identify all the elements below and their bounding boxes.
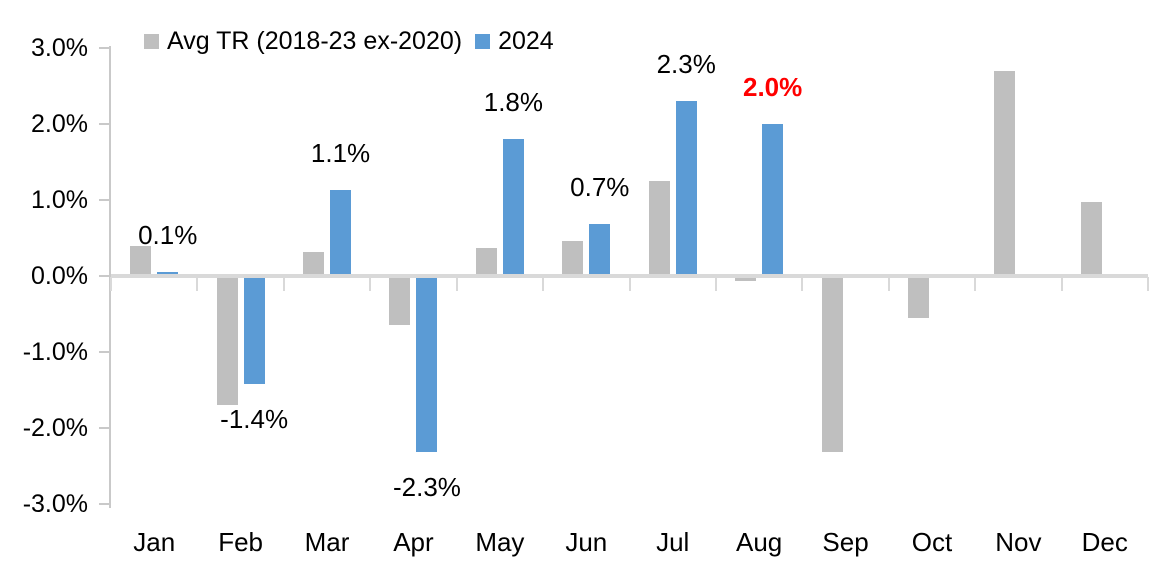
bar-2024-may bbox=[502, 139, 524, 276]
x-axis-tick bbox=[196, 277, 199, 291]
data-label-feb: -1.4% bbox=[220, 403, 289, 434]
legend-label: Avg TR (2018-23 ex-2020) bbox=[167, 27, 463, 55]
data-label-may: 1.8% bbox=[483, 87, 543, 118]
y-axis-label: -3.0% bbox=[22, 490, 88, 518]
bar-avg-tr-2018-23-ex-2020--jul bbox=[648, 181, 670, 276]
y-axis-tick bbox=[99, 503, 111, 505]
x-axis-tick bbox=[455, 277, 458, 291]
bar-2024-jul bbox=[675, 101, 697, 276]
data-label-apr: -2.3% bbox=[392, 472, 461, 503]
data-label-mar: 1.1% bbox=[310, 138, 371, 169]
bar-2024-jun bbox=[589, 224, 611, 276]
x-axis-label-may: May bbox=[475, 527, 525, 557]
legend-swatch-icon bbox=[475, 34, 491, 49]
bar-2024-aug bbox=[762, 124, 784, 276]
x-axis-label-jun: Jun bbox=[565, 527, 608, 557]
x-axis-tick bbox=[542, 277, 545, 291]
data-label-jun: 0.7% bbox=[570, 172, 630, 203]
legend-item-2024: 2024 bbox=[475, 27, 554, 56]
x-axis-tick bbox=[714, 277, 717, 291]
x-axis-line bbox=[111, 274, 1148, 278]
x-axis-label-apr: Apr bbox=[393, 527, 434, 557]
y-axis-tick bbox=[99, 427, 111, 429]
x-axis-tick bbox=[801, 277, 804, 291]
legend-swatch-icon bbox=[144, 34, 159, 49]
x-axis-label-mar: Mar bbox=[304, 527, 350, 557]
x-axis-tick bbox=[974, 277, 977, 291]
data-label-aug: 2.0% bbox=[742, 72, 803, 102]
x-axis-label-aug: Aug bbox=[735, 527, 783, 557]
bar-avg-tr-2018-23-ex-2020--feb bbox=[216, 276, 238, 406]
bar-2024-mar bbox=[330, 190, 352, 276]
bar-avg-tr-2018-23-ex-2020--dec bbox=[1080, 202, 1102, 276]
data-label-jul: 2.3% bbox=[656, 49, 716, 80]
x-axis-label-jul: Jul bbox=[656, 527, 690, 557]
y-axis-label: 2.0% bbox=[31, 110, 88, 138]
x-axis-label-sep: Sep bbox=[822, 527, 869, 557]
bar-avg-tr-2018-23-ex-2020--sep bbox=[821, 276, 843, 453]
y-axis-label: 0.0% bbox=[31, 262, 88, 290]
legend-item-avg-tr: Avg TR (2018-23 ex-2020) bbox=[144, 27, 462, 56]
x-axis-label-jan: Jan bbox=[133, 527, 176, 557]
bar-avg-tr-2018-23-ex-2020--oct bbox=[907, 276, 929, 318]
x-axis-label-dec: Dec bbox=[1081, 527, 1128, 557]
bar-2024-feb bbox=[243, 276, 265, 384]
x-axis-tick bbox=[887, 277, 890, 291]
x-axis-label-feb: Feb bbox=[218, 527, 264, 557]
y-axis-label: 1.0% bbox=[31, 186, 88, 214]
x-axis-tick bbox=[369, 277, 372, 291]
y-axis-tick bbox=[99, 199, 111, 201]
bar-avg-tr-2018-23-ex-2020--may bbox=[475, 247, 497, 276]
bar-avg-tr-2018-23-ex-2020--mar bbox=[303, 251, 325, 276]
x-axis-tick bbox=[110, 277, 112, 291]
bar-avg-tr-2018-23-ex-2020--nov bbox=[994, 70, 1016, 276]
y-axis-tick bbox=[99, 275, 111, 277]
data-label-jan: 0.1% bbox=[138, 220, 198, 251]
y-axis-tick bbox=[99, 351, 111, 353]
x-axis-label-oct: Oct bbox=[911, 527, 953, 557]
bar-avg-tr-2018-23-ex-2020--jan bbox=[130, 245, 152, 276]
x-axis-tick bbox=[1060, 277, 1063, 291]
legend-label: 2024 bbox=[498, 27, 554, 55]
y-axis-label: 3.0% bbox=[31, 34, 88, 62]
y-axis-label: -1.0% bbox=[22, 338, 88, 366]
y-axis-tick bbox=[99, 47, 111, 49]
x-axis-tick bbox=[1147, 277, 1149, 291]
bar-2024-apr bbox=[416, 276, 438, 453]
x-axis-tick bbox=[282, 277, 285, 291]
bar-avg-tr-2018-23-ex-2020--jun bbox=[562, 241, 584, 276]
bar-avg-tr-2018-23-ex-2020--aug bbox=[735, 276, 757, 281]
x-axis-tick bbox=[628, 277, 631, 291]
y-axis-tick bbox=[99, 123, 111, 125]
y-axis-label: -2.0% bbox=[22, 414, 88, 442]
legend: Avg TR (2018-23 ex-2020) 2024 bbox=[144, 27, 554, 56]
bar-avg-tr-2018-23-ex-2020--apr bbox=[389, 276, 411, 326]
x-axis-label-nov: Nov bbox=[995, 527, 1042, 557]
